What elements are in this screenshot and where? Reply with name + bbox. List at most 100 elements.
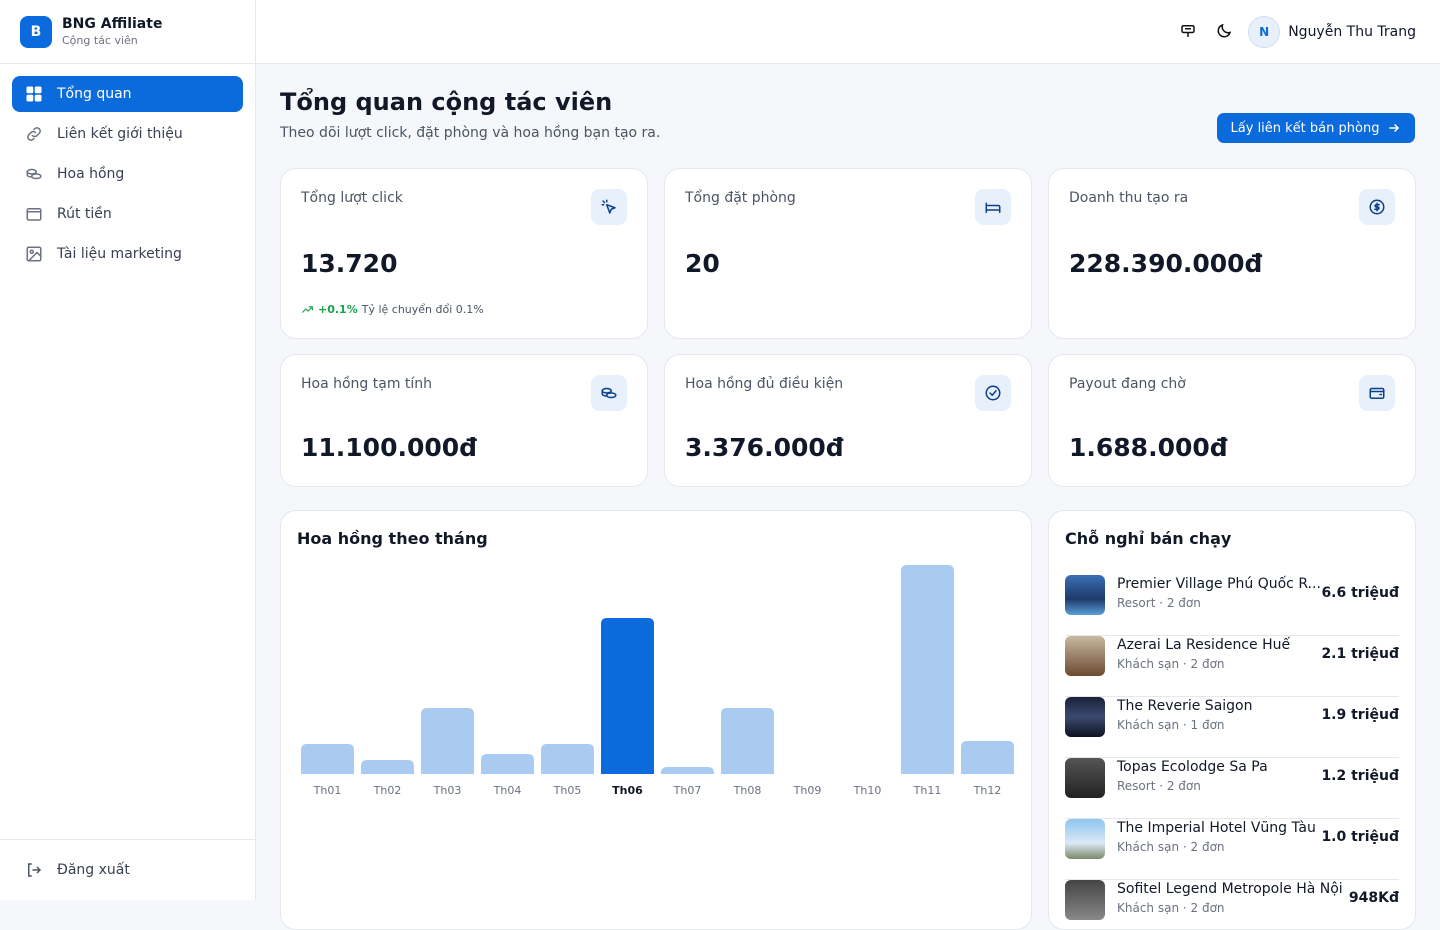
stat-value: 1.688.000đ <box>1069 433 1228 462</box>
brand-subtitle: Cộng tác viên <box>62 34 138 47</box>
stat-icon <box>1359 189 1395 225</box>
stat-card: Hoa hồng tạm tính 11.100.000đ <box>280 354 648 487</box>
property-name: The Reverie Saigon <box>1117 698 1253 714</box>
cta-button[interactable]: Lấy liên kết bán phòng <box>1217 113 1415 143</box>
nav-label: Liên kết giới thiệu <box>57 126 183 142</box>
property-row[interactable]: Premier Village Phú Quốc R... Resort · 2 … <box>1065 575 1399 636</box>
property-row[interactable]: The Reverie Saigon Khách sạn · 1 đơn 1.9 t… <box>1065 697 1399 758</box>
property-thumb <box>1065 758 1105 798</box>
x-tick-label: Th06 <box>612 784 643 797</box>
logout-label: Đăng xuất <box>57 862 130 878</box>
x-tick-label: Th12 <box>973 784 1002 797</box>
chart-card: Hoa hồng theo tháng Th01 Th02 Th03 Th04 Th05… <box>280 510 1032 930</box>
topbar: N Nguyễn Thu Trang <box>256 0 1440 64</box>
property-amount: 6.6 triệuđ <box>1321 585 1399 601</box>
user-name: Nguyễn Thu Trang <box>1288 24 1416 40</box>
property-name: Topas Ecolodge Sa Pa <box>1117 759 1268 775</box>
x-tick-label: Th02 <box>373 784 402 797</box>
chart: Th01 Th02 Th03 Th04 Th05 Th06 Th07 Th08 Th09 Th10… <box>301 565 1014 797</box>
stat-label: Tổng đặt phòng <box>685 190 796 206</box>
property-name: The Imperial Hotel Vũng Tàu <box>1117 820 1316 836</box>
nav-item[interactable]: Rút tiền <box>12 196 243 232</box>
property-meta: Khách sạn · 1 đơn <box>1117 718 1225 732</box>
nav-label: Hoa hồng <box>57 166 125 182</box>
stat-label: Payout đang chờ <box>1069 376 1186 392</box>
top-properties-title: Chỗ nghỉ bán chạy <box>1065 529 1232 548</box>
property-thumb <box>1065 819 1105 859</box>
stat-value: 20 <box>685 249 720 278</box>
stat-card: Hoa hồng đủ điều kiện 3.376.000đ <box>664 354 1032 487</box>
x-tick-label: Th05 <box>553 784 582 797</box>
property-row[interactable]: The Imperial Hotel Vũng Tàu Khách sạn · 2… <box>1065 819 1399 880</box>
stat-label: Hoa hồng tạm tính <box>301 376 433 392</box>
property-name: Premier Village Phú Quốc R... <box>1117 576 1321 592</box>
stat-label: Hoa hồng đủ điều kiện <box>685 376 844 392</box>
property-meta: Khách sạn · 2 đơn <box>1117 840 1225 854</box>
theme-icon[interactable] <box>1215 22 1233 40</box>
brand: B BNG Affiliate Cộng tác viên <box>0 0 255 64</box>
property-row[interactable]: Azerai La Residence Huế Khách sạn · 2 đơn… <box>1065 636 1399 697</box>
x-tick-label: Th08 <box>733 784 762 797</box>
stat-card: Doanh thu tạo ra 228.390.000đ <box>1048 168 1416 339</box>
top-properties: Chỗ nghỉ bán chạy Premier Village Phú Qu… <box>1048 510 1416 930</box>
bar <box>541 744 594 774</box>
language-icon[interactable] <box>1179 22 1197 40</box>
stat-label: Doanh thu tạo ra <box>1069 190 1189 206</box>
property-name: Sofitel Legend Metropole Hà Nội <box>1117 881 1343 897</box>
stat-icon <box>975 189 1011 225</box>
bar <box>421 708 474 774</box>
stat-card: Tổng đặt phòng 20 <box>664 168 1032 339</box>
nav-item[interactable]: Tài liệu marketing <box>12 236 243 272</box>
bar <box>901 565 954 774</box>
bar <box>301 744 354 774</box>
page-title: Tổng quan cộng tác viên <box>280 88 613 116</box>
bar <box>661 767 714 774</box>
stat-icon <box>591 189 627 225</box>
property-row[interactable]: Topas Ecolodge Sa Pa Resort · 2 đơn 1.2 tr… <box>1065 758 1399 819</box>
nav: Tổng quan Liên kết giới thiệu Hoa hồng Rút … <box>0 64 255 288</box>
x-tick-label: Th07 <box>673 784 702 797</box>
stat-label: Tổng lượt click <box>301 190 403 206</box>
property-thumb <box>1065 697 1105 737</box>
page-subtitle: Theo dõi lượt click, đặt phòng và hoa hồ… <box>280 125 661 141</box>
logout[interactable]: Đăng xuất <box>0 839 255 900</box>
avatar: N <box>1248 16 1281 48</box>
bar <box>481 754 534 774</box>
property-thumb <box>1065 880 1105 920</box>
x-tick-label: Th10 <box>853 784 882 797</box>
logo: B <box>20 15 52 48</box>
user[interactable]: N Nguyễn Thu Trang <box>1248 16 1416 48</box>
property-meta: Khách sạn · 2 đơn <box>1117 901 1225 915</box>
chart-title: Hoa hồng theo tháng <box>297 529 488 548</box>
bar <box>361 760 414 774</box>
property-meta: Resort · 2 đơn <box>1117 779 1201 793</box>
stat-value: 228.390.000đ <box>1069 249 1263 278</box>
property-amount: 1.0 triệuđ <box>1321 829 1399 845</box>
x-tick-label: Th03 <box>433 784 462 797</box>
property-amount: 948Kđ <box>1348 890 1399 906</box>
nav-item[interactable]: Tổng quan <box>12 76 243 112</box>
property-thumb <box>1065 636 1105 676</box>
bar <box>961 741 1014 774</box>
x-tick-label: Th01 <box>313 784 342 797</box>
nav-label: Rút tiền <box>57 206 112 222</box>
stat-value: 3.376.000đ <box>685 433 844 462</box>
cta-label: Lấy liên kết bán phòng <box>1230 120 1380 136</box>
stat-icon <box>591 375 627 411</box>
property-amount: 1.2 triệuđ <box>1321 768 1399 784</box>
x-tick-label: Th04 <box>493 784 522 797</box>
property-thumb <box>1065 575 1105 615</box>
nav-label: Tổng quan <box>57 86 132 102</box>
nav-item[interactable]: Hoa hồng <box>12 156 243 192</box>
nav-label: Tài liệu marketing <box>57 246 182 262</box>
nav-item[interactable]: Liên kết giới thiệu <box>12 116 243 152</box>
stat-card: Tổng lượt click 13.720 +0.1% Tỷ lệ chuyển đ… <box>280 168 648 339</box>
property-amount: 2.1 triệuđ <box>1321 646 1399 662</box>
stat-value: 11.100.000đ <box>301 433 478 462</box>
x-tick-label: Th11 <box>913 784 942 797</box>
bar <box>721 708 774 774</box>
property-meta: Resort · 2 đơn <box>1117 596 1201 610</box>
property-row[interactable]: Sofitel Legend Metropole Hà Nội Khách sạn… <box>1065 880 1399 929</box>
property-meta: Khách sạn · 2 đơn <box>1117 657 1225 671</box>
